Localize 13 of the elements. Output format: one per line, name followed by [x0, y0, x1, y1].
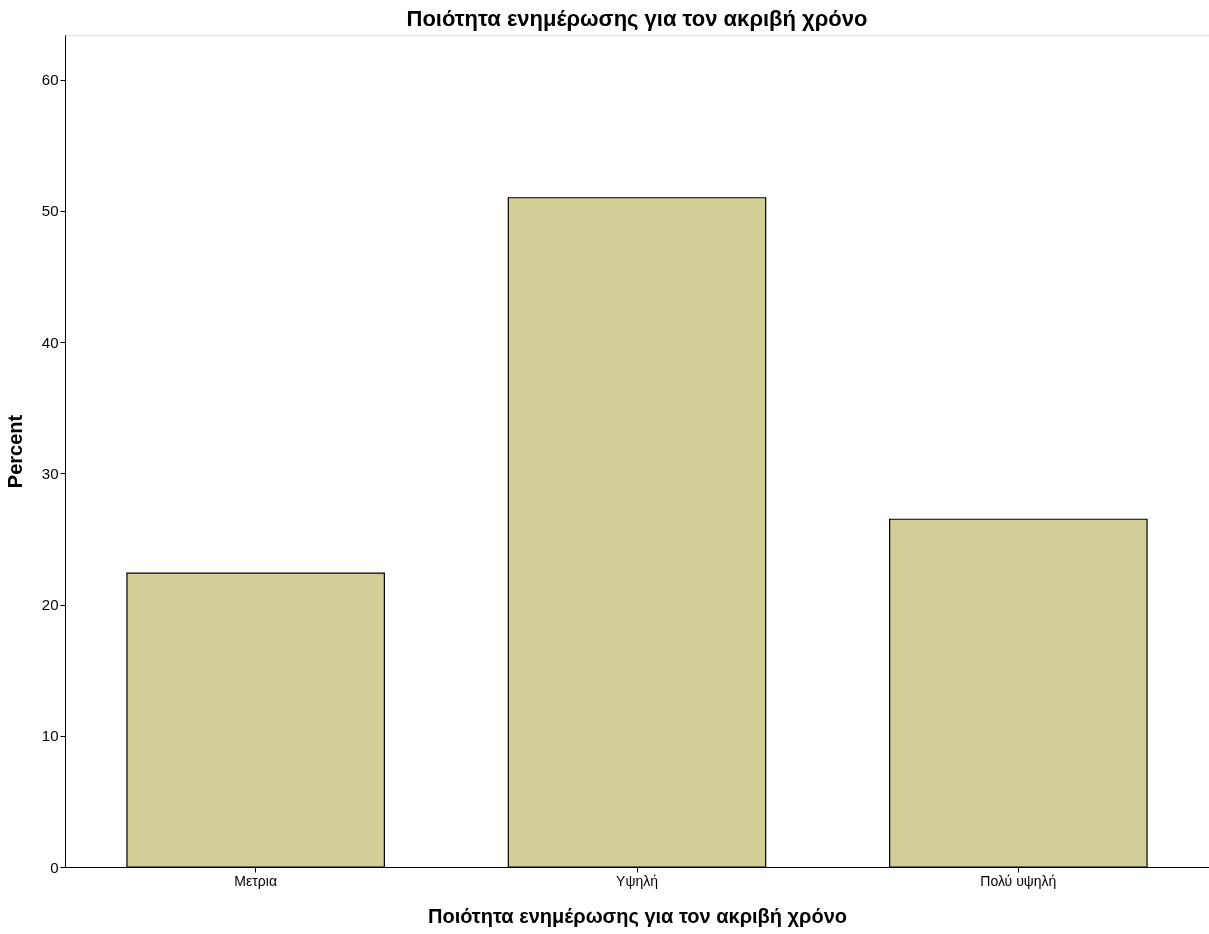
- y-tick-label: 60: [41, 71, 59, 89]
- x-tick-label: Μετρια: [234, 872, 277, 889]
- y-tick-label: 40: [41, 333, 59, 351]
- y-tick-label: 0: [50, 858, 59, 876]
- y-tick-label: 10: [41, 727, 59, 745]
- x-tick-label: Υψηλή: [616, 872, 658, 889]
- y-axis-title: Percent: [3, 414, 26, 489]
- x-axis-title: Ποιότητα ενημέρωσης για τον ακριβή χρόνο: [427, 904, 848, 927]
- y-tick-label: 20: [41, 596, 59, 614]
- y-tick-label: 30: [41, 464, 59, 482]
- y-tick-label: 50: [41, 202, 59, 220]
- x-tick-label: Πολύ υψηλή: [980, 872, 1057, 889]
- chart-title: Ποιότητα ενημέρωσης για τον ακριβή χρόνο: [406, 6, 868, 31]
